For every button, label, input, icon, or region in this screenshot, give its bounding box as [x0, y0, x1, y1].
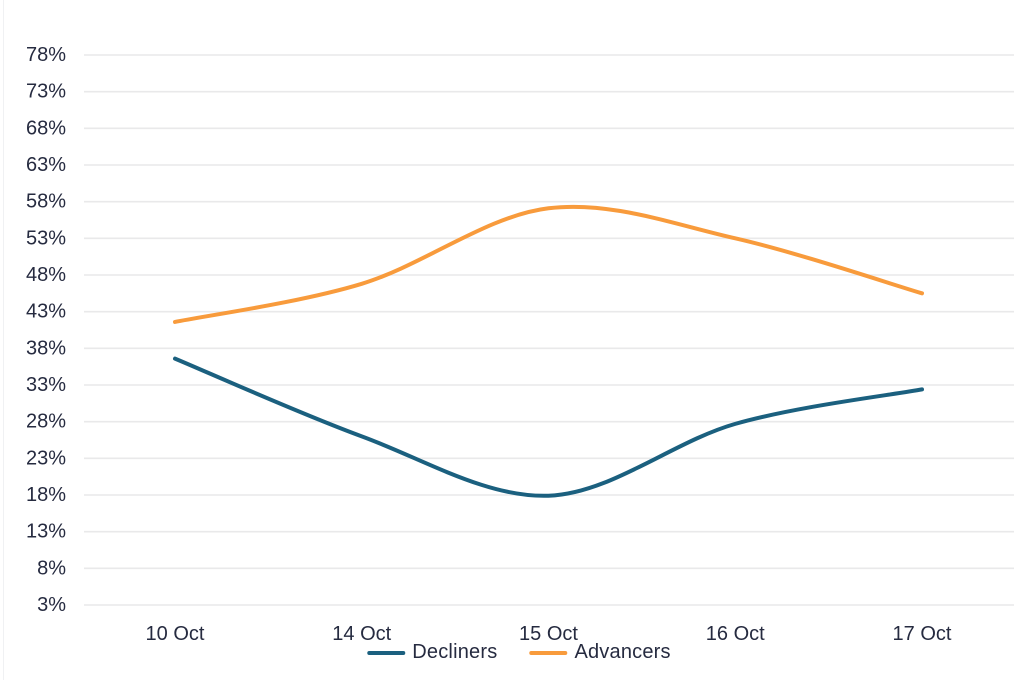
series-line-decliners	[173, 356, 924, 498]
y-axis-tick-label: 38%	[26, 337, 66, 359]
legend-label-decliners: Decliners	[412, 641, 498, 663]
y-axis-tick-label: 58%	[26, 191, 66, 213]
y-axis-tick-label: 78%	[26, 44, 66, 66]
y-axis-tick-label: 3%	[37, 594, 66, 616]
y-axis-tick-label: 53%	[26, 227, 66, 249]
chart-legend: Decliners Advancers	[367, 641, 671, 664]
y-axis-tick-label: 8%	[37, 557, 66, 579]
y-axis-tick-label: 13%	[26, 521, 66, 543]
legend-item-decliners[interactable]: Decliners	[367, 641, 497, 664]
x-axis-tick-label: 16 Oct	[706, 623, 765, 645]
y-axis-tick-label: 33%	[26, 374, 66, 396]
x-axis-tick-label: 17 Oct	[893, 623, 952, 645]
y-axis-tick-label: 18%	[26, 484, 66, 506]
y-axis-tick-label: 68%	[26, 117, 66, 139]
x-axis-tick-label: 10 Oct	[146, 623, 205, 645]
y-axis-tick-label: 28%	[26, 411, 66, 433]
left-edge-divider	[3, 0, 4, 680]
y-axis-tick-label: 48%	[26, 264, 66, 286]
y-axis-tick-label: 73%	[26, 81, 66, 103]
series-line-advancers	[173, 204, 924, 324]
y-axis-tick-label: 43%	[26, 301, 66, 323]
decliners-line-swatch	[367, 650, 406, 655]
legend-label-advancers: Advancers	[574, 641, 671, 663]
x-axis-tick-label: 15 Oct	[519, 623, 578, 645]
y-axis-tick-label: 23%	[26, 447, 66, 469]
advancers-line-swatch	[529, 650, 568, 655]
y-axis-tick-label: 63%	[26, 154, 66, 176]
x-axis-tick-label: 14 Oct	[332, 623, 391, 645]
legend-item-advancers[interactable]: Advancers	[529, 641, 671, 664]
